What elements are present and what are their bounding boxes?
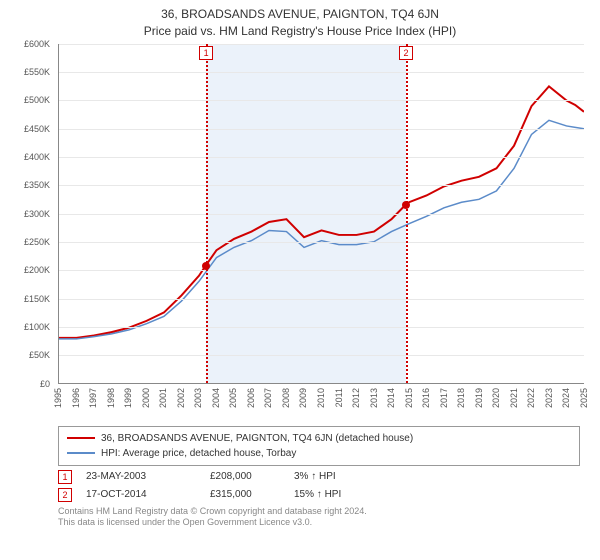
x-tick-label: 2025 bbox=[579, 388, 589, 408]
event-marker-2: 2 bbox=[399, 46, 413, 60]
plot-area: 12 bbox=[58, 44, 584, 384]
x-tick-label: 2001 bbox=[158, 388, 168, 408]
event-line bbox=[206, 44, 208, 383]
footer-line-2: This data is licensed under the Open Gov… bbox=[58, 517, 580, 529]
x-tick-label: 2024 bbox=[561, 388, 571, 408]
series-line bbox=[59, 86, 584, 337]
x-tick-label: 2023 bbox=[544, 388, 554, 408]
event-line bbox=[406, 44, 408, 383]
chart-title-subtitle: Price paid vs. HM Land Registry's House … bbox=[10, 23, 590, 40]
footer-attribution: Contains HM Land Registry data © Crown c… bbox=[58, 506, 580, 529]
legend-swatch bbox=[67, 437, 95, 439]
trade-date: 17-OCT-2014 bbox=[86, 489, 196, 500]
legend-item: HPI: Average price, detached house, Torb… bbox=[67, 446, 571, 461]
trade-delta: 3% ↑ HPI bbox=[294, 471, 394, 482]
y-tick-label: £50K bbox=[29, 350, 50, 360]
y-tick-label: £250K bbox=[24, 237, 50, 247]
x-tick-label: 2006 bbox=[246, 388, 256, 408]
x-tick-label: 2015 bbox=[404, 388, 414, 408]
y-axis: £0£50K£100K£150K£200K£250K£300K£350K£400… bbox=[10, 44, 54, 384]
y-tick-label: £150K bbox=[24, 294, 50, 304]
y-tick-label: £550K bbox=[24, 67, 50, 77]
chart-title-address: 36, BROADSANDS AVENUE, PAIGNTON, TQ4 6JN bbox=[10, 6, 590, 23]
x-tick-label: 2011 bbox=[334, 388, 344, 407]
event-marker-1: 1 bbox=[199, 46, 213, 60]
trade-number-box: 1 bbox=[58, 470, 72, 484]
y-tick-label: £500K bbox=[24, 95, 50, 105]
legend: 36, BROADSANDS AVENUE, PAIGNTON, TQ4 6JN… bbox=[58, 426, 580, 466]
price-chart: £0 £50K £100K £150K £200K £250K £300K £350K £400… bbox=[10, 44, 590, 424]
trade-number-box: 2 bbox=[58, 488, 72, 502]
trade-price: £315,000 bbox=[210, 489, 280, 500]
legend-swatch bbox=[67, 452, 95, 454]
x-tick-label: 1997 bbox=[88, 388, 98, 408]
y-tick-label: £200K bbox=[24, 265, 50, 275]
y-tick-label: £450K bbox=[24, 124, 50, 134]
x-tick-label: 2005 bbox=[228, 388, 238, 408]
trade-delta: 15% ↑ HPI bbox=[294, 489, 394, 500]
x-tick-label: 2004 bbox=[211, 388, 221, 408]
trade-row: 1 23-MAY-2003 £208,000 3% ↑ HPI bbox=[58, 470, 580, 484]
y-tick-label: £300K bbox=[24, 209, 50, 219]
trade-row: 2 17-OCT-2014 £315,000 15% ↑ HPI bbox=[58, 488, 580, 502]
footer-line-1: Contains HM Land Registry data © Crown c… bbox=[58, 506, 580, 518]
x-axis: 1995199619971998199920002001200220032004… bbox=[58, 384, 584, 424]
trade-price: £208,000 bbox=[210, 471, 280, 482]
x-tick-label: 2008 bbox=[281, 388, 291, 408]
x-tick-label: 2002 bbox=[176, 388, 186, 408]
x-tick-label: 2010 bbox=[316, 388, 326, 408]
x-tick-label: 2003 bbox=[193, 388, 203, 408]
x-tick-label: 2019 bbox=[474, 388, 484, 408]
x-tick-label: 1998 bbox=[106, 388, 116, 408]
x-tick-label: 2022 bbox=[526, 388, 536, 408]
x-tick-label: 2007 bbox=[263, 388, 273, 408]
x-tick-label: 2017 bbox=[439, 388, 449, 408]
legend-label: HPI: Average price, detached house, Torb… bbox=[101, 446, 296, 461]
y-tick-label: £400K bbox=[24, 152, 50, 162]
sale-point bbox=[202, 262, 210, 270]
x-tick-label: 1996 bbox=[71, 388, 81, 408]
x-tick-label: 2012 bbox=[351, 388, 361, 408]
y-tick-label: £100K bbox=[24, 322, 50, 332]
x-tick-label: 2000 bbox=[141, 388, 151, 408]
x-tick-label: 1995 bbox=[53, 388, 63, 408]
y-tick-label: £600K bbox=[24, 39, 50, 49]
legend-item: 36, BROADSANDS AVENUE, PAIGNTON, TQ4 6JN… bbox=[67, 431, 571, 446]
x-tick-label: 2021 bbox=[509, 388, 519, 408]
x-tick-label: 2016 bbox=[421, 388, 431, 408]
sale-point bbox=[402, 201, 410, 209]
x-tick-label: 2013 bbox=[369, 388, 379, 408]
legend-label: 36, BROADSANDS AVENUE, PAIGNTON, TQ4 6JN… bbox=[101, 431, 413, 446]
x-tick-label: 1999 bbox=[123, 388, 133, 408]
y-tick-label: £0 bbox=[40, 379, 50, 389]
x-tick-label: 2020 bbox=[491, 388, 501, 408]
x-tick-label: 2018 bbox=[456, 388, 466, 408]
y-tick-label: £350K bbox=[24, 180, 50, 190]
x-tick-label: 2014 bbox=[386, 388, 396, 408]
trade-date: 23-MAY-2003 bbox=[86, 471, 196, 482]
sale-events-table: 1 23-MAY-2003 £208,000 3% ↑ HPI 2 17-OCT-2014… bbox=[58, 470, 580, 502]
x-tick-label: 2009 bbox=[298, 388, 308, 408]
